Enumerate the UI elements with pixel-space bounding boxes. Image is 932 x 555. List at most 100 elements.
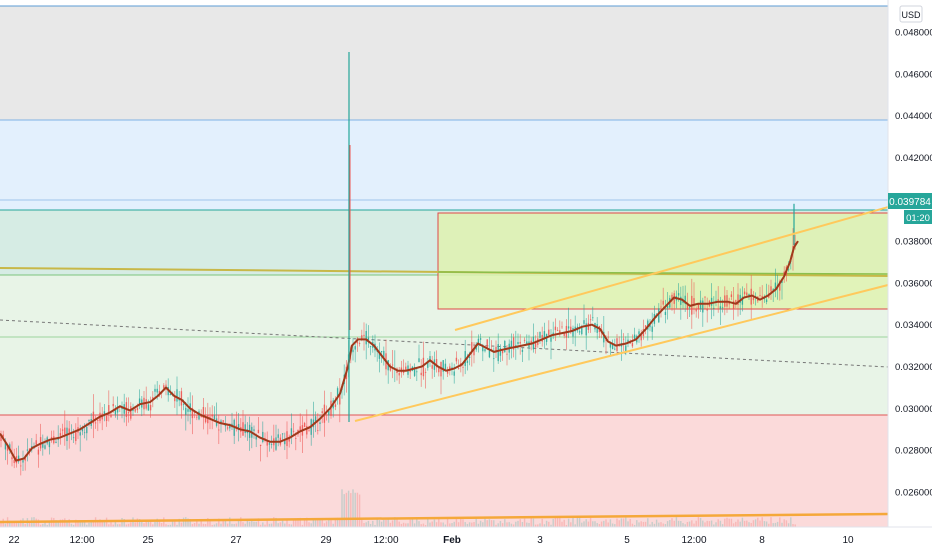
- moving-average-line[interactable]: [0, 240, 799, 462]
- time-axis[interactable]: 22 12:00 25 27 29 12:00 Feb 3 5 12:00 8 10: [0, 526, 932, 550]
- candle-body: [389, 365, 392, 371]
- candle-body: [680, 296, 682, 305]
- candle-body: [328, 410, 330, 416]
- volume-bar: [369, 523, 372, 527]
- volume-bar: [136, 518, 139, 527]
- volume-bar: [308, 522, 310, 527]
- volume-bar: [748, 522, 750, 527]
- volume-bar: [156, 518, 158, 527]
- volume-bar: [620, 518, 623, 527]
- volume-bar: [497, 523, 499, 527]
- candle-body: [75, 430, 77, 441]
- volume-bar: [372, 520, 374, 527]
- volume-bar: [479, 520, 482, 527]
- candle-body: [383, 350, 385, 358]
- volume-bar: [125, 524, 128, 527]
- volume-bar: [684, 524, 686, 527]
- candle-body: [418, 358, 420, 362]
- volume-bar: [400, 523, 403, 527]
- candle-body: [413, 366, 416, 376]
- x-tick-label: 3: [537, 535, 543, 546]
- candle-body: [303, 422, 306, 428]
- candle-body: [684, 295, 686, 305]
- volume-bar: [332, 523, 334, 527]
- volume-bar: [631, 523, 634, 527]
- candle-body: [112, 403, 114, 407]
- candle-body: [83, 432, 86, 434]
- level-line-green[interactable]: [437, 271, 889, 275]
- volume-bar: [255, 521, 257, 527]
- volume-bar: [484, 517, 486, 527]
- volume-bar: [433, 519, 436, 527]
- volume-bar: [108, 524, 110, 527]
- candle-body: [134, 408, 136, 412]
- candle-body: [132, 408, 134, 412]
- candle-body: [97, 420, 99, 421]
- candle-body: [72, 437, 75, 439]
- volume-bar: [413, 523, 416, 527]
- bottom-orange-line[interactable]: [0, 512, 889, 524]
- volume-bar: [110, 522, 112, 527]
- candle-body: [484, 349, 486, 352]
- volume-bar: [222, 520, 224, 527]
- candle-body: [453, 371, 455, 376]
- candle-body: [409, 370, 411, 373]
- volume-bar: [154, 521, 156, 527]
- volume-bar: [585, 519, 587, 527]
- volume-bar: [589, 517, 592, 527]
- candle-body: [398, 372, 400, 376]
- volume-bar: [638, 522, 640, 527]
- candle-body: [149, 404, 152, 411]
- volume-bar: [229, 517, 231, 527]
- volume-bar: [317, 518, 319, 527]
- candle-body: [281, 433, 284, 435]
- x-tick-label: 12:00: [373, 535, 398, 546]
- candle-body: [35, 440, 37, 445]
- candle-body: [746, 292, 748, 296]
- candle-body: [156, 388, 158, 393]
- volume-bar: [528, 522, 530, 527]
- candle-body: [262, 431, 264, 442]
- volume-bar: [664, 524, 667, 527]
- volume-bar: [783, 519, 785, 527]
- currency-box[interactable]: [899, 5, 923, 23]
- volume-bar: [350, 493, 352, 527]
- volume-bar: [160, 523, 163, 527]
- channel-upper-line[interactable]: [454, 197, 921, 331]
- candle-body: [0, 434, 2, 442]
- candle-body: [9, 444, 11, 450]
- volume-bar: [15, 523, 18, 527]
- volume-bar: [710, 520, 713, 527]
- volume-bar: [163, 517, 165, 527]
- candle-body: [633, 334, 636, 340]
- volume-bar: [198, 523, 200, 527]
- dashed-trend-line[interactable]: [0, 319, 889, 368]
- candle-body: [779, 281, 781, 291]
- candle-body: [631, 343, 634, 347]
- candle-body: [765, 299, 768, 302]
- volume-bar: [493, 520, 495, 527]
- volume-bar: [343, 494, 345, 527]
- volume-bar: [435, 522, 438, 527]
- candle-body: [605, 339, 607, 341]
- volume-bar: [719, 520, 722, 527]
- candle-body: [506, 353, 508, 355]
- price-axis[interactable]: USD 0.0480000.0460000.0440000.0420000.04…: [887, 0, 932, 550]
- x-tick-label: 12:00: [681, 535, 706, 546]
- volume-bar: [68, 519, 70, 527]
- volume-bar: [574, 524, 576, 527]
- volume-bar: [488, 519, 491, 527]
- candle-body: [752, 297, 755, 301]
- channel-lower-line[interactable]: [354, 284, 889, 422]
- candle-body: [339, 394, 341, 405]
- candle-body: [515, 345, 517, 346]
- volume-bar: [174, 519, 176, 527]
- candle-body: [717, 299, 719, 301]
- volume-bar: [578, 517, 581, 527]
- candle-body: [317, 430, 319, 431]
- volume-bar: [556, 517, 559, 527]
- volume-bar: [675, 517, 678, 527]
- candle-body: [420, 372, 422, 376]
